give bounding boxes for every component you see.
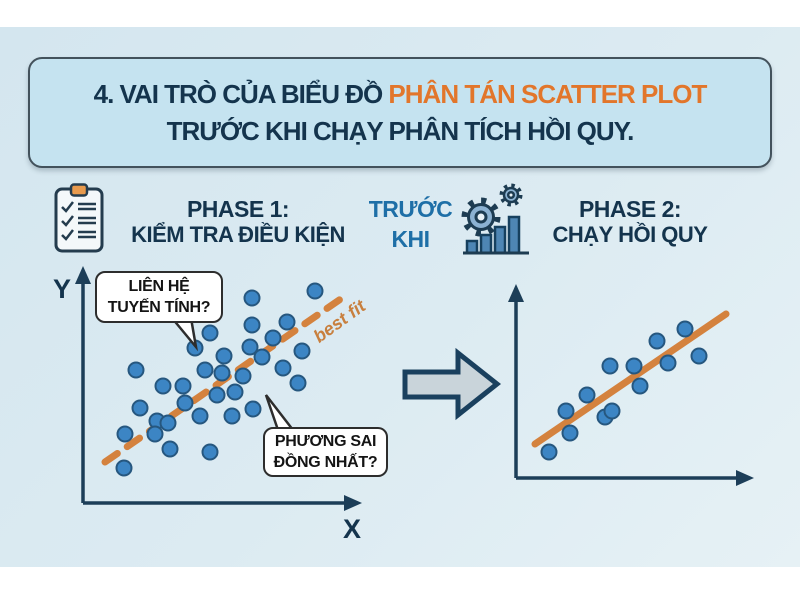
title-line1-dark: 4. VAI TRÒ CỦA BIỂU ĐỒ — [93, 78, 389, 109]
phase1-label: PHASE 1: KIỂM TRA ĐIỀU KIỆN — [110, 196, 366, 247]
title-line-2: TRƯỚC KHI CHẠY PHÂN TÍCH HỒI QUY. — [166, 115, 635, 146]
linear-bubble-line2: TUYẾN TÍNH? — [107, 299, 211, 316]
scatter-point — [306, 282, 324, 300]
scatter-point — [196, 361, 214, 379]
right-fit-line — [531, 310, 730, 448]
phase2-subtitle: CHẠY HỒI QUY — [552, 222, 708, 247]
scatter-point — [201, 324, 219, 342]
scatter-point — [215, 347, 233, 365]
scatter-point — [154, 377, 172, 395]
variance-bubble-line1: PHƯƠNG SAI — [274, 433, 377, 450]
linear-relationship-bubble: LIÊN HỆ TUYẾN TÍNH? — [95, 271, 223, 323]
scatter-point — [540, 443, 558, 461]
homoscedasticity-bubble: PHƯƠNG SAI ĐỒNG NHẤT? — [263, 427, 388, 477]
title-banner: 4. VAI TRÒ CỦA BIỂU ĐỒ PHÂN TÁN SCATTER … — [28, 57, 772, 168]
scatter-point — [208, 386, 226, 404]
right-plot-axes — [514, 296, 740, 480]
scatter-point — [223, 407, 241, 425]
scatter-point — [244, 400, 262, 418]
scatter-point — [253, 348, 271, 366]
scatter-point — [191, 407, 209, 425]
scatter-point — [243, 289, 261, 307]
variance-bubble-tail — [264, 394, 296, 432]
scatter-point — [289, 374, 307, 392]
scatter-point — [159, 414, 177, 432]
right-x-axis-arrowhead — [736, 470, 754, 486]
scatter-point — [234, 367, 252, 385]
scatter-point — [116, 425, 134, 443]
scatter-point — [127, 361, 145, 379]
scatter-point — [601, 357, 619, 375]
scatter-point — [690, 347, 708, 365]
phase1-subtitle: KIỂM TRA ĐIỀU KIỆN — [131, 222, 345, 247]
scatter-point — [278, 313, 296, 331]
scatter-point — [631, 377, 649, 395]
khi-text: KHI — [391, 226, 430, 252]
scatter-point — [174, 377, 192, 395]
scatter-point — [226, 383, 244, 401]
scatter-point — [115, 459, 133, 477]
left-y-axis-label: Y — [53, 274, 71, 304]
checklist-clipboard-icon — [54, 183, 104, 253]
scatter-point — [213, 364, 231, 382]
scatter-point — [676, 320, 694, 338]
scatter-point — [146, 425, 164, 443]
scatter-point — [241, 338, 259, 356]
left-x-axis-arrowhead — [344, 495, 362, 511]
right-arrow-icon — [402, 347, 502, 421]
title-line1-orange: PHÂN TÁN SCATTER PLOT — [388, 78, 707, 109]
scatter-point — [659, 354, 677, 372]
scatter-point — [274, 359, 292, 377]
variance-bubble-line2: ĐỒNG NHẤT? — [273, 454, 378, 471]
title-line-1: 4. VAI TRÒ CỦA BIỂU ĐỒ PHÂN TÁN SCATTER … — [93, 76, 708, 113]
right-scatter-points — [540, 320, 708, 461]
truoc-text: TRƯỚC — [368, 196, 453, 222]
scatter-point — [561, 424, 579, 442]
phase2-label: PHASE 2: CHẠY HỒI QUY — [535, 196, 725, 247]
large-gear-icon — [461, 197, 501, 237]
phase2-title: PHASE 2: — [578, 196, 682, 222]
left-plot-axes — [81, 278, 348, 505]
clipboard-check-rows — [61, 201, 96, 241]
left-x-axis-label: X — [343, 514, 361, 544]
gears-bar-chart-icon — [461, 183, 529, 255]
right-y-axis-arrowhead — [508, 284, 524, 302]
left-scatter-points — [115, 282, 324, 477]
linear-bubble-line1: LIÊN HỆ — [128, 278, 190, 295]
scatter-point — [264, 329, 282, 347]
scatter-point — [176, 394, 194, 412]
scatter-point — [293, 342, 311, 360]
scatter-point — [625, 357, 643, 375]
truoc-khi-connector: TRƯỚC KHI — [363, 196, 458, 252]
scatter-point — [603, 402, 621, 420]
left-y-axis-arrowhead — [75, 266, 91, 284]
clipboard-clip — [69, 183, 89, 197]
scatter-point — [648, 332, 666, 350]
ascending-bar-chart-icon — [463, 215, 529, 255]
scatter-point — [578, 386, 596, 404]
phase1-title: PHASE 1: — [186, 196, 290, 222]
scatter-point — [131, 399, 149, 417]
scatter-point — [243, 316, 261, 334]
scatter-point — [557, 402, 575, 420]
scatter-point — [201, 443, 219, 461]
small-gear-icon — [499, 183, 523, 207]
scatter-point — [161, 440, 179, 458]
